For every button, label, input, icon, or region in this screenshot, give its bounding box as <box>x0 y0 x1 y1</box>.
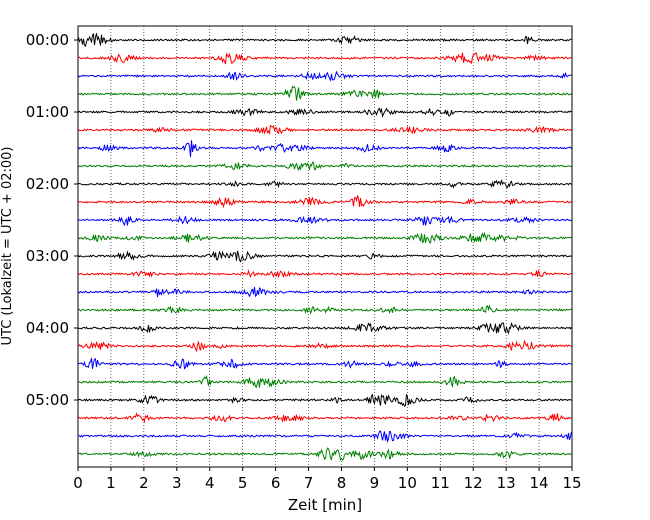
y-tick-label-0300: 03:00 <box>26 247 69 265</box>
x-axis-ticks: 0 1 2 3 4 5 6 7 8 9 10 11 12 13 14 15 <box>73 467 582 492</box>
trace-0415 <box>78 339 572 353</box>
trace-0215 <box>78 195 572 209</box>
x-tick-label-5: 5 <box>238 474 248 492</box>
x-tick-label-9: 9 <box>370 474 380 492</box>
trace-0245 <box>78 231 572 244</box>
trace-0545 <box>78 447 572 461</box>
x-tick-label-7: 7 <box>304 474 314 492</box>
trace-0145 <box>78 161 572 172</box>
trace-0000 <box>78 33 572 47</box>
x-tick-label-14: 14 <box>530 474 549 492</box>
plot-frame <box>77 25 573 468</box>
x-tick-label-8: 8 <box>337 474 347 492</box>
x-tick-label-11: 11 <box>431 474 450 492</box>
trace-0300 <box>78 250 572 263</box>
trace-0200 <box>78 179 572 189</box>
x-tick-label-10: 10 <box>398 474 417 492</box>
trace-0030 <box>78 70 572 81</box>
trace-0500 <box>78 393 572 407</box>
y-tick-label-0500: 05:00 <box>26 391 69 409</box>
x-tick-label-3: 3 <box>172 474 182 492</box>
x-tick-label-13: 13 <box>497 474 516 492</box>
trace-0445 <box>78 375 572 389</box>
trace-0100 <box>78 107 572 118</box>
x-axis-label: Zeit [min] <box>288 496 362 514</box>
trace-0315 <box>78 269 572 279</box>
trace-0530 <box>78 430 572 444</box>
trace-0515 <box>78 412 572 424</box>
x-tick-label-15: 15 <box>562 474 581 492</box>
y-tick-label-0100: 01:00 <box>26 103 69 121</box>
y-tick-label-0000: 00:00 <box>26 31 69 49</box>
trace-0015 <box>78 52 572 65</box>
x-tick-label-1: 1 <box>106 474 116 492</box>
trace-0345 <box>78 304 572 315</box>
trace-0330 <box>78 287 572 298</box>
x-tick-label-6: 6 <box>271 474 281 492</box>
x-tick-label-0: 0 <box>73 474 83 492</box>
x-tick-label-12: 12 <box>464 474 483 492</box>
seismic-traces <box>78 33 572 461</box>
trace-0115 <box>78 124 572 135</box>
y-tick-label-0200: 02:00 <box>26 175 69 193</box>
x-tick-label-2: 2 <box>139 474 149 492</box>
trace-0230 <box>78 215 572 227</box>
y-axis-label: UTC (Lokalzeit = UTC + 02:00) <box>0 147 15 346</box>
trace-0130 <box>78 140 572 158</box>
y-tick-label-0400: 04:00 <box>26 319 69 337</box>
trace-0430 <box>78 357 572 370</box>
y-axis-ticks: 00:00 01:00 02:00 03:00 04:00 05:00 <box>26 31 78 409</box>
trace-0400 <box>78 321 572 335</box>
x-tick-label-4: 4 <box>205 474 215 492</box>
trace-0045 <box>78 85 572 101</box>
